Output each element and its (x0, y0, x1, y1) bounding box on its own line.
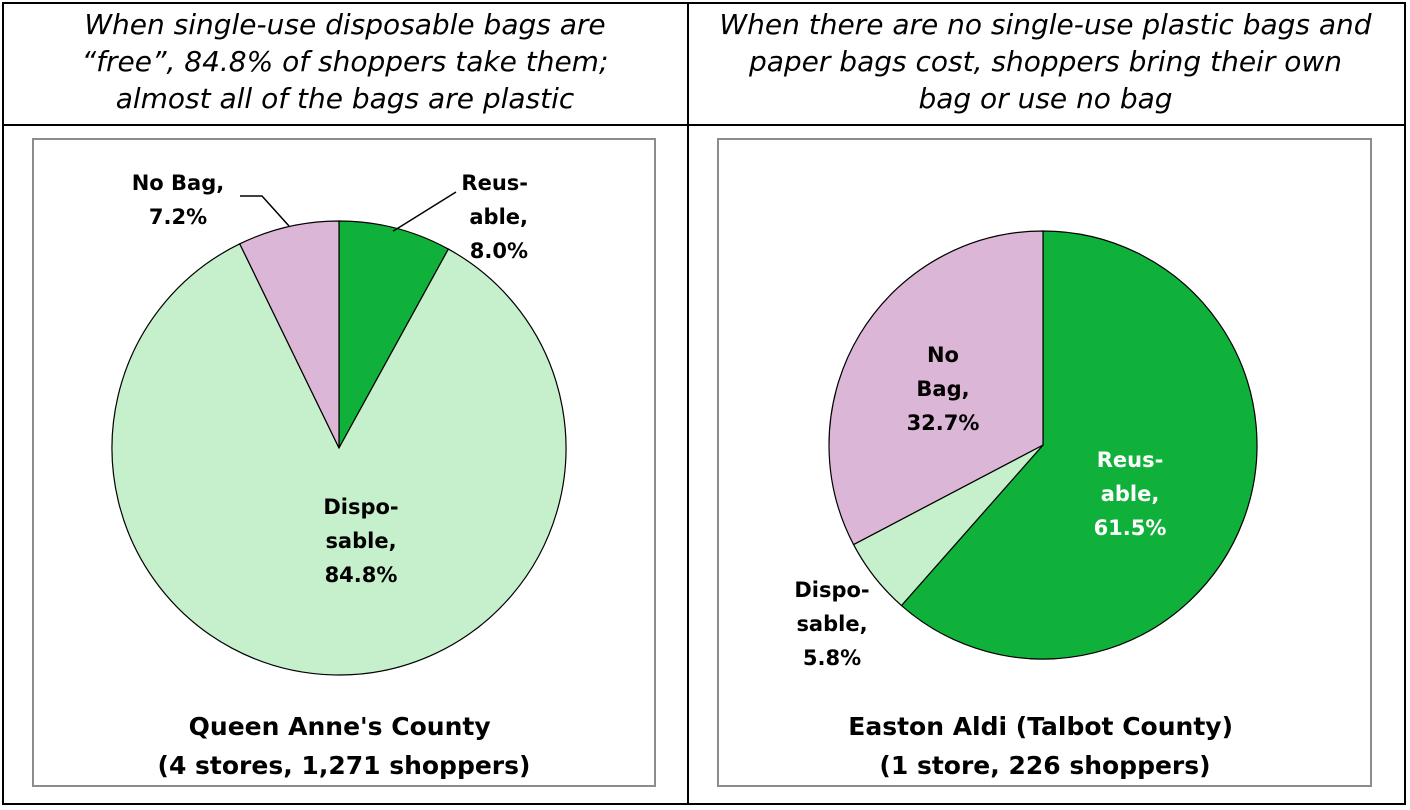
slice-label: Reus-able, 61.5% (1094, 448, 1167, 540)
heading-left-line: almost all of the bags are plastic (115, 82, 575, 115)
pie-slice (238, 220, 340, 449)
slice-label-line: Dispo- (323, 495, 398, 519)
pie-slice (828, 230, 1044, 546)
pie-slice (900, 230, 1258, 660)
heading-left-line: “free”, 84.8% of shoppers take them; (81, 45, 609, 78)
pie-slice (338, 220, 450, 449)
slice-label: Dispo-sable, 84.8% (323, 495, 398, 587)
heading-right-line: paper bags cost, shoppers bring their ow… (748, 45, 1343, 78)
heading-right-line: bag or use no bag (918, 82, 1173, 115)
leader-line (240, 195, 290, 227)
slice-label: No Bag, 32.7% (907, 343, 980, 435)
pie-slice (111, 243, 567, 676)
slice-label-line: 61.5% (1094, 516, 1167, 540)
heading-right-line: When there are no single-use plastic bag… (719, 8, 1372, 41)
pie-slices (828, 230, 1258, 660)
heading-left-line: When single-use disposable bags are (84, 8, 606, 41)
column-divider (687, 4, 689, 803)
leader-lines (240, 191, 457, 232)
slice-labels: Reus-able, 8.0% Dispo-sable, 84.8% No Bag, 7.… (132, 171, 528, 587)
slice-label-line: Reus- (1097, 448, 1164, 472)
chart-queen-annes: Reus-able, 8.0% Dispo-sable, 84.8% No Bag, 7.… (32, 138, 656, 787)
slice-label-line: Bag, (916, 377, 969, 401)
slice-label-line: able, (469, 205, 528, 229)
slice-labels: Reus-able, 61.5% Dispo-sable, 5.8% No Bag, 32.… (794, 343, 1166, 670)
slice-label-line: 7.2% (149, 205, 207, 229)
chart-easton-aldi: Reus-able, 61.5% Dispo-sable, 5.8% No Bag, 32.… (717, 138, 1372, 787)
chart-subtitle-line: Queen Anne's County (189, 712, 491, 741)
pie-slices (111, 220, 567, 676)
chart-subtitle-line: (1 store, 226 shoppers) (879, 751, 1210, 780)
slice-label: Dispo-sable, 5.8% (794, 578, 869, 670)
slice-label-line: No (927, 343, 959, 367)
slice-label-line: Reus- (461, 171, 528, 195)
slice-label-line: 8.0% (470, 239, 528, 263)
slice-label: Reus-able, 8.0% (461, 171, 528, 263)
heading-left: When single-use disposable bags are “fre… (6, 6, 684, 117)
slice-label-line: 84.8% (325, 563, 398, 587)
slice-label-line: sable, (325, 529, 396, 553)
slice-label-line: sable, (796, 612, 867, 636)
slice-label-line: No Bag, (132, 171, 225, 195)
slice-label-line: 32.7% (907, 411, 980, 435)
slice-label: No Bag, 7.2% (132, 171, 225, 229)
row-divider (4, 124, 1404, 126)
slice-label-line: Dispo- (794, 578, 869, 602)
leader-line (392, 191, 457, 232)
chart-subtitle-line: Easton Aldi (Talbot County) (848, 712, 1233, 741)
chart-subtitle: Easton Aldi (Talbot County) (1 store, 22… (848, 712, 1241, 780)
slice-label-line: 5.8% (803, 646, 861, 670)
slice-label-line: able, (1101, 482, 1160, 506)
chart-subtitle-line: (4 stores, 1,271 shoppers) (158, 751, 531, 780)
heading-right: When there are no single-use plastic bag… (687, 6, 1404, 117)
chart-subtitle: Queen Anne's County (4 stores, 1,271 sho… (158, 712, 531, 780)
